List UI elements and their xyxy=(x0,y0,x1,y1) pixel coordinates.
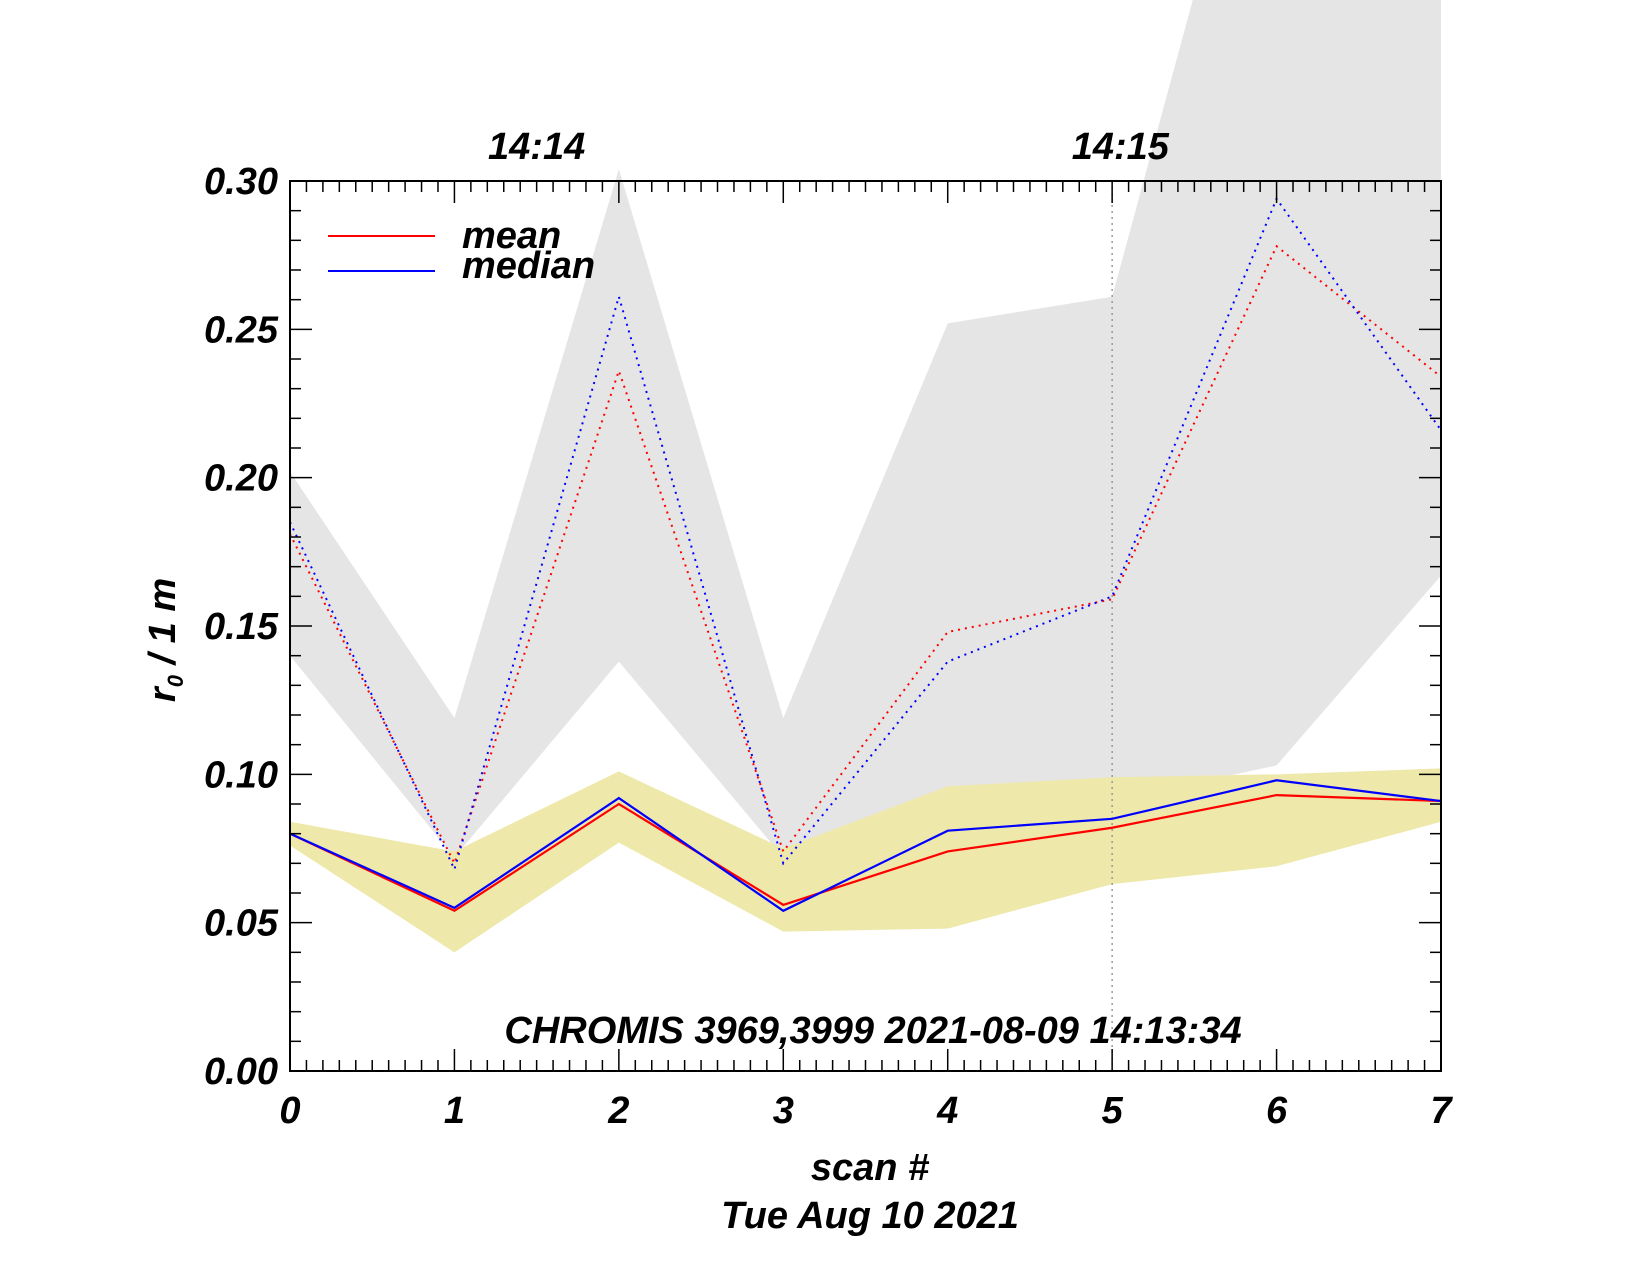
y-axis-title-rest: / 1 m xyxy=(142,578,184,675)
annotation: CHROMIS 3969,3999 2021-08-09 14:13:34 xyxy=(504,1010,1241,1052)
tick-labels: 0 1 2 3 4 5 6 7 0.00 0.05 0.10 0.15 0.20 0.25 0.30 14:1… xyxy=(204,126,1453,1132)
time-label: 14:14 xyxy=(488,126,585,168)
y-tick-label: 0.15 xyxy=(204,606,279,648)
band-upper-range xyxy=(290,0,1441,858)
band-lower-range xyxy=(290,768,1441,953)
y-axis-title-r: r xyxy=(142,685,184,702)
svg-text:r0 / 1 m: r0 / 1 m xyxy=(142,578,188,702)
y-axis-title-sub: 0 xyxy=(163,674,188,687)
legend: mean median xyxy=(328,215,595,287)
x-tick-label: 3 xyxy=(773,1090,794,1132)
x-tick-label: 4 xyxy=(936,1090,958,1132)
tick-marks xyxy=(289,180,1442,1072)
y-tick-label: 0.05 xyxy=(204,903,279,945)
y-tick-label: 0.20 xyxy=(204,458,278,500)
x-tick-label: 2 xyxy=(607,1090,629,1132)
x-tick-label: 7 xyxy=(1430,1090,1453,1132)
series-median-upper xyxy=(289,196,1442,873)
y-tick-label: 0.30 xyxy=(204,161,278,203)
x-tick-label: 6 xyxy=(1266,1090,1288,1132)
time-label: 14:15 xyxy=(1072,126,1170,168)
x-tick-label: 5 xyxy=(1102,1090,1124,1132)
x-tick-label: 1 xyxy=(444,1090,465,1132)
range-bands xyxy=(290,0,1441,953)
y-axis-title: r0 / 1 m xyxy=(142,578,188,702)
x-axis-subtitle: Tue Aug 10 2021 xyxy=(721,1195,1019,1237)
series-mean xyxy=(289,793,1442,913)
x-axis-title: scan # xyxy=(811,1147,930,1189)
x-tick-label: 0 xyxy=(279,1090,300,1132)
legend-mean-label: mean xyxy=(462,215,561,257)
series-lines xyxy=(289,196,1442,913)
y-tick-label: 0.25 xyxy=(204,309,279,351)
legend-median-label: median xyxy=(462,245,595,287)
y-tick-label: 0.10 xyxy=(204,754,278,796)
y-tick-label: 0.00 xyxy=(204,1051,278,1093)
series-median xyxy=(289,779,1442,913)
